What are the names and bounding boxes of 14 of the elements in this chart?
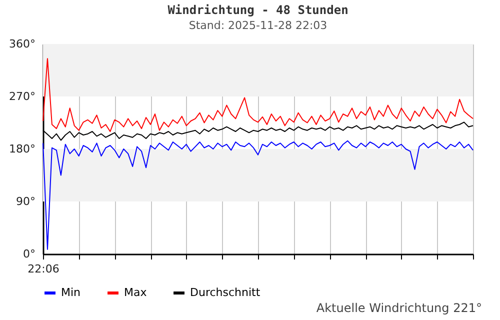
y-tick-label: 270° [9,90,36,103]
line-series [42,58,474,132]
legend-label: Durchschnitt [190,286,261,299]
text: Aktuelle Windrichtung 221° [315,301,482,315]
chart-subtitle: Stand: 2025-11-28 22:03 [188,19,328,32]
x-tick-label: 22:06 [28,262,60,276]
legend-label: Min [61,286,81,299]
chart-title: Windrichtung - 48 Stunden [168,3,348,17]
y-tick-label: 0° [23,248,36,260]
y-tick-label: 360° [9,38,36,50]
y-tick-label: 180° [9,142,36,156]
legend-label: Max [124,286,148,299]
y-tick-label: 90° [16,195,36,208]
line-series [42,140,474,250]
